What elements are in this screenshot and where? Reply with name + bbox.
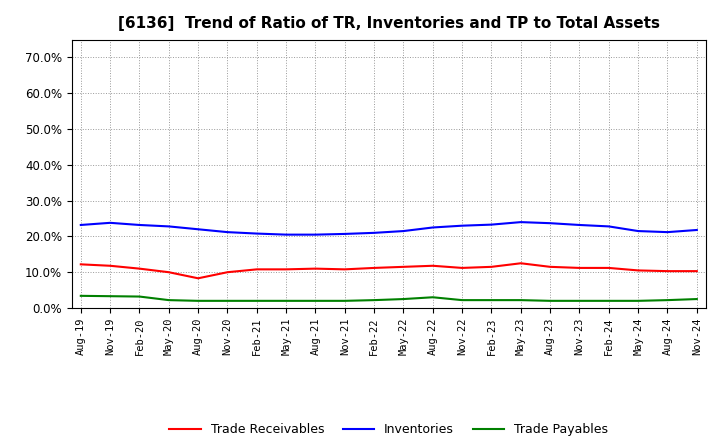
Trade Payables [399,297,408,302]
Trade Receivables [605,265,613,271]
Trade Payables [370,297,379,303]
Trade Receivables [341,267,349,272]
Trade Payables [194,298,202,304]
Inventories [693,227,701,233]
Inventories [135,222,144,227]
Inventories [458,223,467,228]
Trade Receivables [135,266,144,271]
Trade Payables [311,298,320,304]
Trade Payables [693,297,701,302]
Trade Receivables [428,263,437,268]
Inventories [516,220,525,225]
Trade Payables [458,297,467,303]
Inventories [223,230,232,235]
Trade Payables [164,297,173,303]
Inventories [546,220,554,226]
Trade Payables [546,298,554,304]
Trade Receivables [194,275,202,281]
Line: Inventories: Inventories [81,222,697,235]
Trade Receivables [516,260,525,266]
Trade Receivables [311,266,320,271]
Trade Receivables [370,265,379,271]
Line: Trade Payables: Trade Payables [81,296,697,301]
Trade Payables [253,298,261,304]
Trade Payables [428,295,437,300]
Trade Payables [106,293,114,299]
Trade Receivables [253,267,261,272]
Trade Receivables [76,262,85,267]
Trade Receivables [164,270,173,275]
Trade Receivables [546,264,554,269]
Inventories [428,225,437,230]
Trade Receivables [693,268,701,274]
Inventories [663,230,672,235]
Inventories [605,224,613,229]
Trade Payables [135,294,144,299]
Trade Receivables [487,264,496,269]
Trade Receivables [634,268,642,273]
Trade Receivables [663,268,672,274]
Trade Payables [575,298,584,304]
Inventories [399,228,408,234]
Trade Payables [76,293,85,298]
Trade Payables [634,298,642,304]
Trade Payables [487,297,496,303]
Inventories [575,222,584,227]
Trade Receivables [223,270,232,275]
Inventories [487,222,496,227]
Trade Receivables [575,265,584,271]
Line: Trade Receivables: Trade Receivables [81,263,697,278]
Trade Payables [341,298,349,304]
Trade Payables [663,297,672,303]
Trade Payables [605,298,613,304]
Trade Receivables [458,265,467,271]
Inventories [341,231,349,237]
Inventories [106,220,114,225]
Trade Payables [223,298,232,304]
Inventories [194,227,202,232]
Trade Payables [282,298,290,304]
Inventories [282,232,290,237]
Inventories [634,228,642,234]
Inventories [76,222,85,227]
Trade Receivables [399,264,408,269]
Trade Receivables [282,267,290,272]
Title: [6136]  Trend of Ratio of TR, Inventories and TP to Total Assets: [6136] Trend of Ratio of TR, Inventories… [118,16,660,32]
Inventories [370,230,379,235]
Inventories [311,232,320,237]
Inventories [253,231,261,236]
Legend: Trade Receivables, Inventories, Trade Payables: Trade Receivables, Inventories, Trade Pa… [164,418,613,440]
Inventories [164,224,173,229]
Trade Payables [516,297,525,303]
Trade Receivables [106,263,114,268]
